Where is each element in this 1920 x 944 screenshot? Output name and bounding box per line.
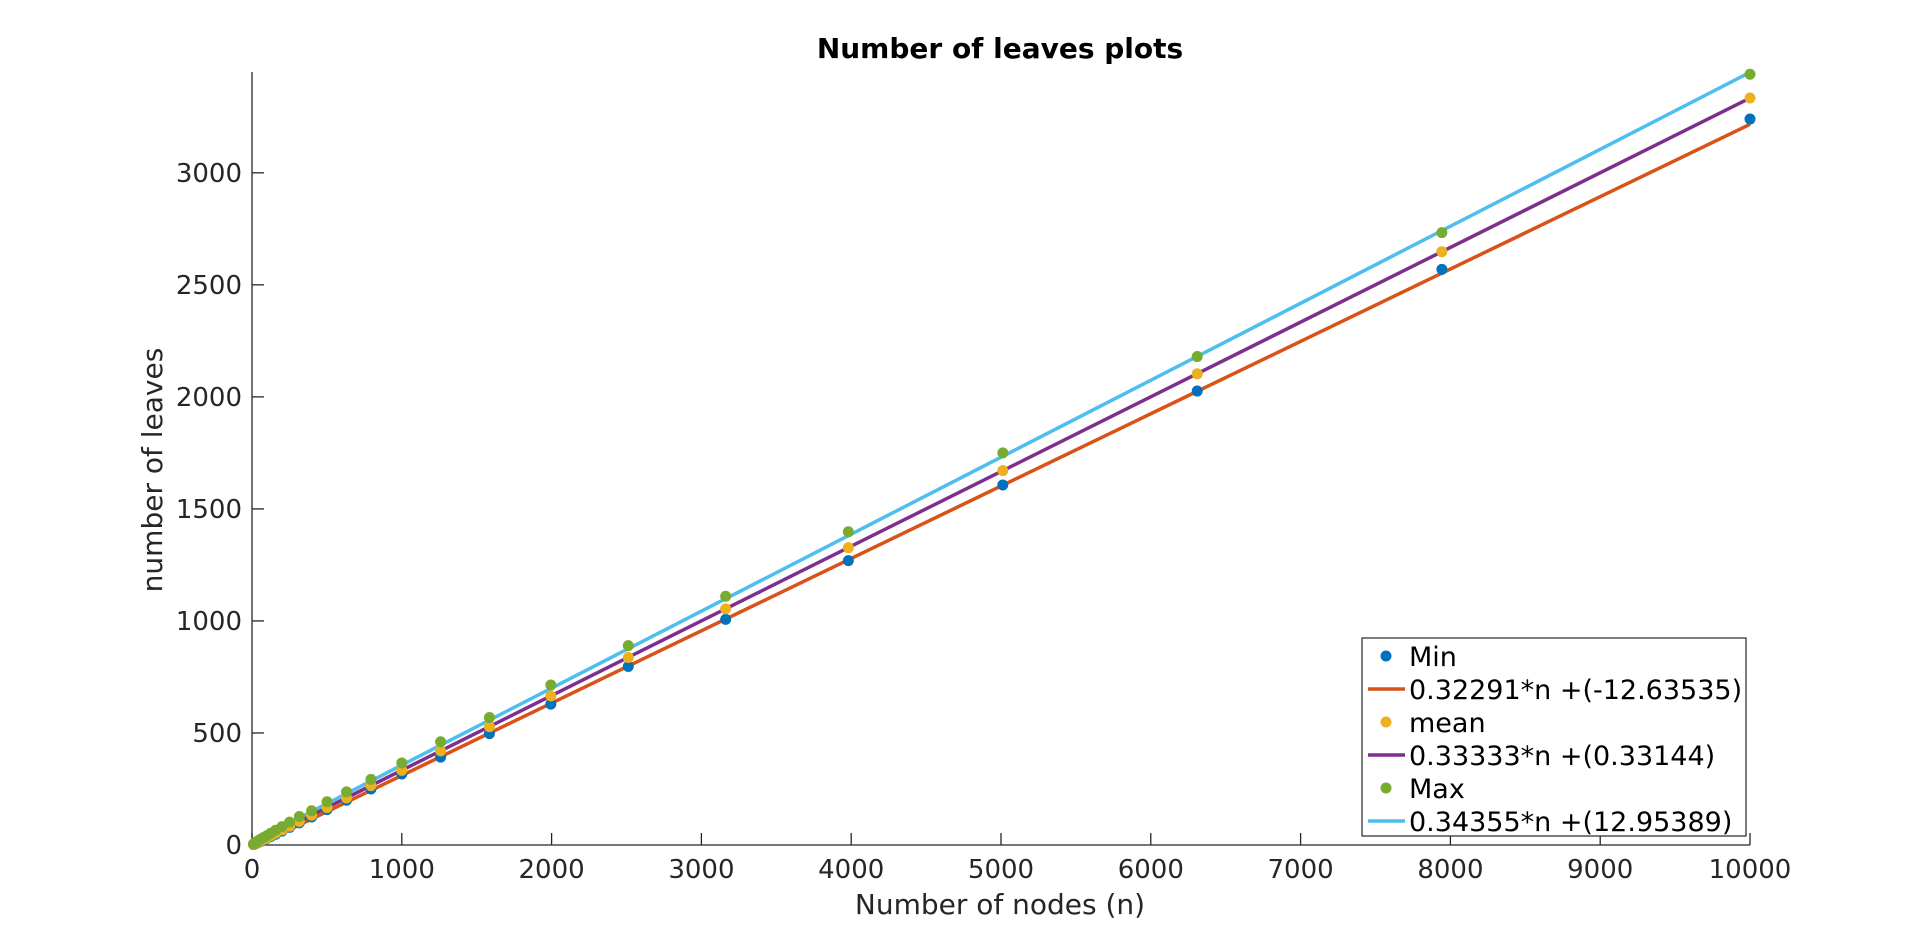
data-point-max xyxy=(622,640,634,652)
x-tick-label: 1000 xyxy=(369,855,435,885)
legend-label: Max xyxy=(1409,774,1465,805)
x-tick-label: 5000 xyxy=(968,855,1034,885)
data-point-min xyxy=(1436,263,1448,275)
data-point-mean xyxy=(545,690,557,702)
data-point-max xyxy=(720,590,732,602)
x-axis-title: Number of nodes (n) xyxy=(855,888,1145,921)
legend-label: 0.32291*n +(-12.63535) xyxy=(1409,675,1742,706)
data-point-mean xyxy=(1191,368,1203,380)
legend-marker xyxy=(1380,716,1392,728)
data-point-mean xyxy=(842,542,854,554)
y-axis-title: number of leaves xyxy=(136,348,169,593)
x-tick-label: 4000 xyxy=(818,855,884,885)
y-tick-label: 0 xyxy=(225,831,242,861)
data-point-max xyxy=(396,757,408,769)
data-point-min xyxy=(720,613,732,625)
x-tick-label: 3000 xyxy=(668,855,734,885)
chart-title: Number of leaves plots xyxy=(817,32,1183,65)
data-point-min xyxy=(545,698,557,710)
legend-label: 0.34355*n +(12.95389) xyxy=(1409,807,1732,838)
data-point-max xyxy=(321,796,333,808)
x-tick-label: 2000 xyxy=(519,855,585,885)
y-tick-label: 1000 xyxy=(176,607,242,637)
data-points-layer xyxy=(247,68,1756,851)
y-tick-label: 2500 xyxy=(176,271,242,301)
legend-label: 0.33333*n +(0.33144) xyxy=(1409,741,1715,772)
y-tick-label: 500 xyxy=(192,719,242,749)
data-point-max xyxy=(435,736,447,748)
x-tick-label: 8000 xyxy=(1417,855,1483,885)
data-point-min xyxy=(842,555,854,567)
data-point-max xyxy=(293,811,305,823)
x-tick-label: 6000 xyxy=(1118,855,1184,885)
data-point-min xyxy=(1191,385,1203,397)
data-point-max xyxy=(365,773,377,785)
data-point-max xyxy=(483,712,495,724)
data-point-min xyxy=(1744,113,1756,125)
data-point-max xyxy=(1191,351,1203,363)
data-point-mean xyxy=(997,465,1009,477)
y-tick-label: 3000 xyxy=(176,159,242,189)
data-point-min xyxy=(997,479,1009,491)
legend-label: Min xyxy=(1409,642,1457,673)
data-point-max xyxy=(1744,68,1756,80)
data-point-mean xyxy=(483,721,495,733)
data-point-max xyxy=(997,447,1009,459)
x-tick-label: 9000 xyxy=(1567,855,1633,885)
x-tick-label: 0 xyxy=(244,855,261,885)
data-point-mean xyxy=(1744,92,1756,104)
legend-label: mean xyxy=(1409,708,1486,739)
data-point-min xyxy=(622,660,634,672)
legend-marker xyxy=(1380,782,1392,794)
data-point-max xyxy=(1436,227,1448,239)
data-point-mean xyxy=(622,651,634,663)
legend-box xyxy=(1361,637,1747,837)
legend-marker xyxy=(1380,650,1392,662)
data-point-max xyxy=(341,786,353,798)
data-point-max xyxy=(842,526,854,538)
data-point-mean xyxy=(435,745,447,757)
y-tick-label: 1500 xyxy=(176,495,242,525)
data-point-max xyxy=(306,805,318,817)
data-point-mean xyxy=(1436,246,1448,258)
y-tick-label: 2000 xyxy=(176,383,242,413)
axes-layer: 0 1000 2000 3000 4000 5000 6000 7000 8000 9000 100… xyxy=(176,72,1792,885)
data-point-mean xyxy=(720,603,732,615)
x-tick-label: 10000 xyxy=(1709,855,1792,885)
x-tick-label: 7000 xyxy=(1268,855,1334,885)
data-point-max xyxy=(284,816,296,828)
data-point-max xyxy=(545,679,557,691)
